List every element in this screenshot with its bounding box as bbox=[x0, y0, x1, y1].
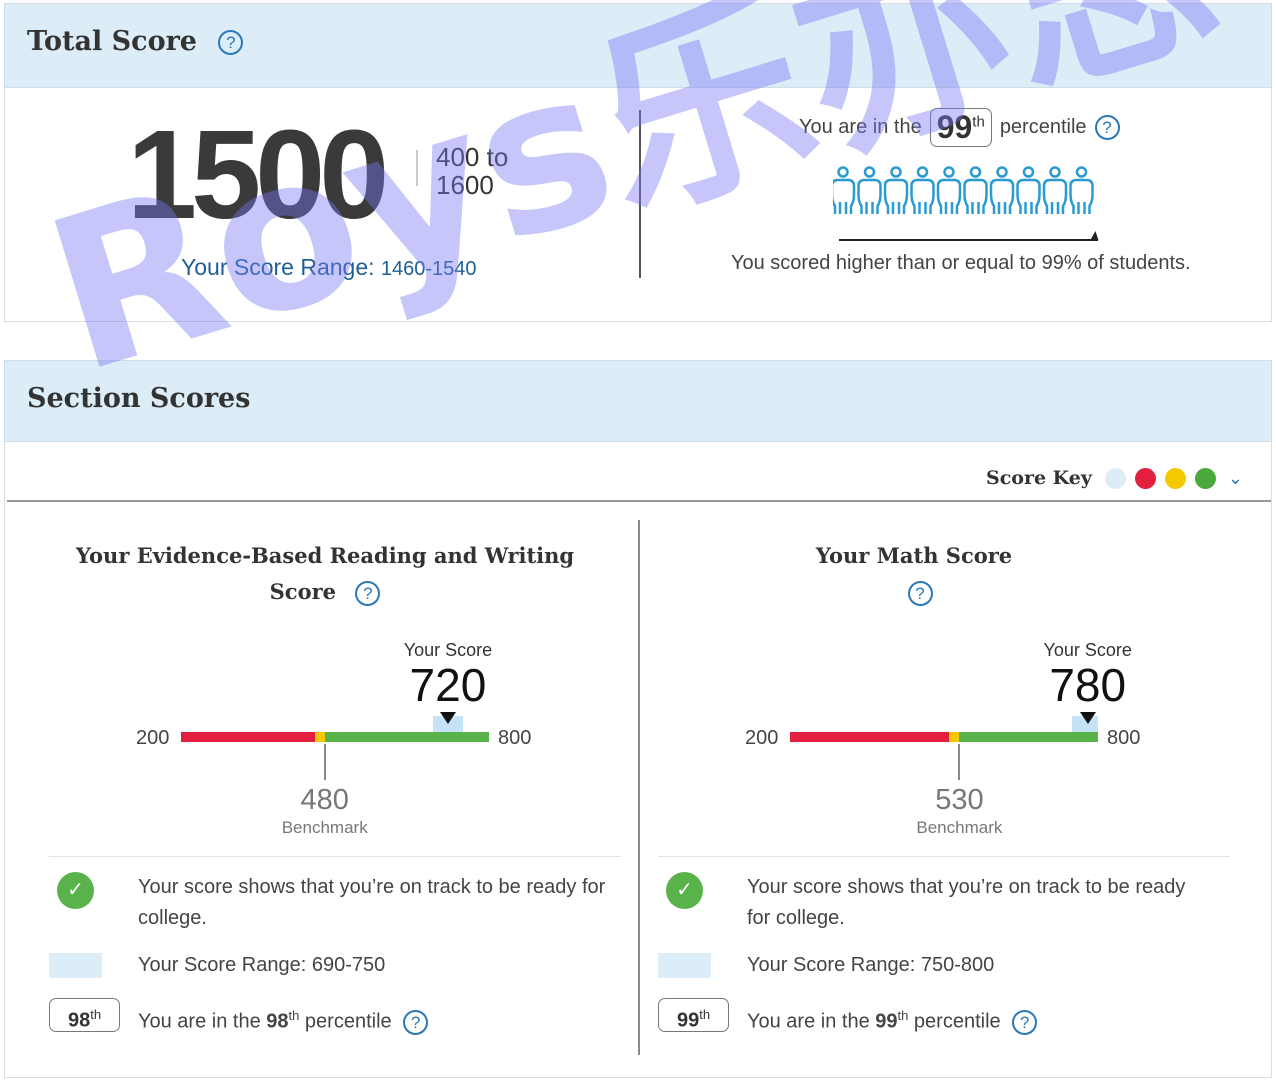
bar-yellow-segment bbox=[314, 732, 325, 742]
section-score-value: 780 bbox=[1049, 659, 1127, 711]
score-range-swatch bbox=[658, 953, 711, 978]
scale-min-label: 200 bbox=[745, 727, 779, 749]
score-key-yellow-dot bbox=[1164, 467, 1186, 489]
percentile-text: You are in the 99th percentile ? bbox=[747, 1000, 1038, 1038]
person-icon bbox=[989, 166, 1015, 214]
your-score-label: Your Score bbox=[1043, 640, 1132, 660]
readiness-message: Your score shows that you’re on track to… bbox=[138, 876, 606, 929]
benchmark-line bbox=[323, 744, 326, 780]
percentile-description: You scored higher than or equal to 99% o… bbox=[731, 252, 1191, 274]
total-score-header: Total Score ? bbox=[4, 3, 1272, 88]
score-key-range-dot bbox=[1104, 467, 1126, 489]
score-pointer-icon bbox=[439, 712, 456, 724]
person-icon bbox=[883, 166, 909, 214]
percentile-badge: 99th bbox=[929, 108, 992, 147]
section-scores-card: Score Key ⌄ Your Evidence-Based Reading … bbox=[4, 442, 1272, 1078]
percentile-text: You are in the 98th percentile ? bbox=[138, 1000, 429, 1038]
score-key[interactable]: Score Key ⌄ bbox=[986, 467, 1243, 489]
readiness-message: Your score shows that you’re on track to… bbox=[747, 876, 1186, 929]
total-score-title: Total Score ? bbox=[27, 26, 244, 57]
chevron-down-icon[interactable]: ⌄ bbox=[1227, 467, 1243, 488]
percentile-badge: 98th bbox=[49, 998, 120, 1032]
bar-green-segment bbox=[959, 732, 1098, 742]
person-icon bbox=[833, 166, 856, 214]
percentile-marker bbox=[1090, 231, 1099, 240]
score-range-text: Your Score Range: 750-800 bbox=[747, 954, 995, 976]
bar-green-segment bbox=[324, 732, 489, 742]
score-key-green-dot bbox=[1194, 467, 1216, 489]
scale-max-label: 800 bbox=[498, 727, 532, 749]
score-pointer-icon bbox=[1079, 712, 1096, 724]
percentile-badge: 99th bbox=[658, 998, 729, 1032]
scale-max-label: 800 bbox=[1107, 727, 1141, 749]
help-icon[interactable]: ? bbox=[355, 581, 381, 606]
total-score-card: 1500 400 to 1600 Your Score Range: 1460-1… bbox=[4, 88, 1272, 322]
score-key-red-dot bbox=[1134, 467, 1156, 489]
section-title: Your Math Score ? bbox=[794, 538, 1034, 610]
help-icon[interactable]: ? bbox=[403, 1009, 429, 1035]
help-icon[interactable]: ? bbox=[1012, 1009, 1038, 1035]
check-icon: ✓ bbox=[57, 872, 94, 909]
scale-min-label: 200 bbox=[136, 727, 170, 749]
score-range-text: Your Score Range: 690-750 bbox=[138, 954, 386, 976]
section-score-value: 720 bbox=[409, 659, 487, 711]
check-icon: ✓ bbox=[666, 872, 703, 909]
your-score-label: Your Score bbox=[403, 640, 493, 660]
score-range-swatch bbox=[49, 953, 102, 978]
person-icon bbox=[963, 166, 988, 214]
person-icon bbox=[1069, 166, 1094, 214]
person-icon bbox=[936, 166, 962, 214]
percentile-line: You are in the 99th percentile ? bbox=[799, 108, 1120, 147]
help-icon[interactable]: ? bbox=[218, 30, 244, 55]
person-icon bbox=[910, 166, 935, 214]
help-icon[interactable]: ? bbox=[907, 581, 933, 606]
score-scale: 400 to 1600 bbox=[436, 142, 509, 200]
benchmark-label: Benchmark bbox=[281, 818, 368, 837]
total-score-value: 1500 bbox=[127, 104, 389, 245]
benchmark-line bbox=[958, 744, 961, 780]
person-icon bbox=[1016, 166, 1041, 214]
person-icon bbox=[857, 166, 882, 214]
benchmark-value: 480 bbox=[300, 784, 349, 816]
help-icon[interactable]: ? bbox=[1094, 115, 1120, 140]
total-score-range: Your Score Range: 1460-1540 bbox=[181, 254, 477, 280]
bar-red-segment bbox=[181, 732, 315, 742]
person-icon bbox=[1042, 166, 1068, 214]
section-title: Your Evidence-Based Reading and Writing … bbox=[75, 543, 575, 606]
bar-red-segment bbox=[790, 732, 950, 742]
section-scores-title: Section Scores bbox=[27, 383, 251, 414]
people-percentile-graphic bbox=[833, 166, 1099, 241]
benchmark-value: 530 bbox=[935, 784, 984, 816]
bar-yellow-segment bbox=[949, 732, 960, 742]
section-scores-header: Section Scores bbox=[4, 360, 1272, 442]
benchmark-label: Benchmark bbox=[916, 818, 1003, 837]
